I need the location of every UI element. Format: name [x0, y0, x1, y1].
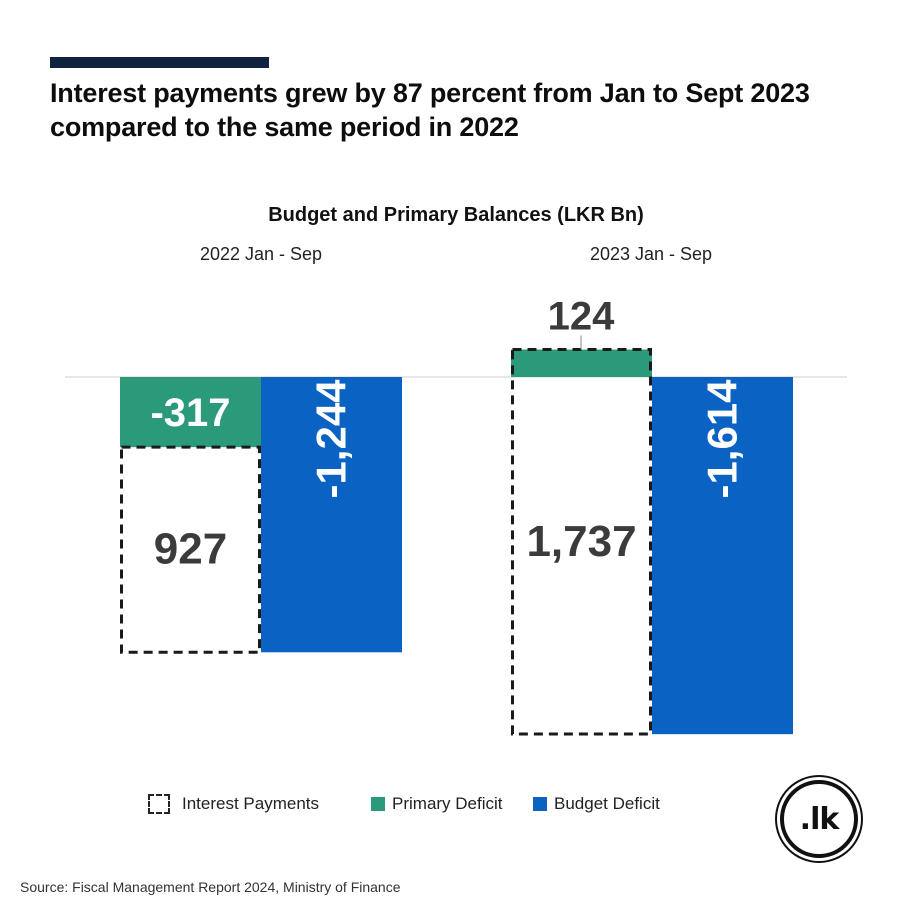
lk-logo-text: .lk	[799, 801, 840, 837]
interest-payments-bar	[120, 445, 261, 654]
budget-deficit-label: -1,614	[699, 379, 746, 499]
interest-payments-label: 1,737	[526, 517, 636, 566]
interest-payments-swatch	[148, 794, 170, 814]
legend-primary-deficit: Primary Deficit	[371, 794, 503, 814]
legend-interest-payments: Interest Payments	[148, 794, 319, 814]
budget-deficit-label: -1,244	[308, 379, 355, 499]
budget-deficit-bar	[261, 377, 402, 653]
budget-deficit-bar	[652, 377, 793, 735]
primary-deficit-bar	[511, 349, 652, 377]
budget-deficit-swatch	[533, 797, 547, 811]
lk-logo: .lk	[780, 780, 858, 858]
primary-deficit-label: 124	[548, 295, 615, 339]
accent-bar	[50, 57, 269, 68]
legend-primary-deficit-label: Primary Deficit	[392, 794, 503, 813]
primary-deficit-label: -317	[150, 391, 230, 435]
interest-payments-label: 927	[154, 525, 227, 574]
primary-deficit-swatch	[371, 797, 385, 811]
chart-title: Budget and Primary Balances (LKR Bn)	[268, 204, 644, 226]
period-label-2023: 2023 Jan - Sep	[589, 244, 713, 264]
legend-interest-payments-label: Interest Payments	[182, 794, 320, 813]
primary-deficit-bar	[120, 377, 261, 448]
legend-budget-deficit-label: Budget Deficit	[554, 794, 660, 813]
period-label-2022: 2022 Jan - Sep	[199, 244, 323, 264]
source-note: Source: Fiscal Management Report 2024, M…	[20, 879, 401, 895]
legend-budget-deficit: Budget Deficit	[533, 794, 660, 814]
headline: Interest payments grew by 87 percent fro…	[50, 78, 810, 142]
